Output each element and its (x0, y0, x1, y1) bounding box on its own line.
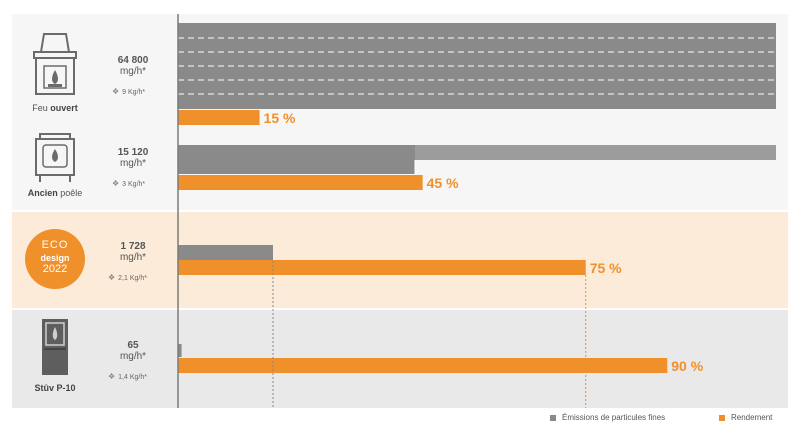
wood-log-icon: ❖ (108, 273, 116, 282)
emission-bar-1-lower (178, 160, 415, 174)
wood-consumption-ecodesign: ❖ 2,1 Kg/h* (108, 273, 147, 282)
emission-value-feu-ouvert: 64 800 (117, 55, 149, 66)
ecodesign-badge-line1: ECO (41, 239, 69, 251)
emission-unit-feu-ouvert: mg/h* (119, 66, 147, 77)
stove-label-stuv-bold: Stûv P-10 (34, 383, 76, 393)
legend-emissions: Émissions de particules fines (550, 413, 665, 422)
stuv-stove-icon (42, 319, 68, 375)
emission-bar-0 (178, 23, 776, 109)
rendement-label-2: 75 % (590, 260, 622, 276)
wood-consumption-feu-ouvert-text: 9 Kg/h* (122, 89, 146, 96)
stove-label-feu-ouvert-text: Feu (32, 103, 51, 113)
rendement-bar-3 (178, 358, 668, 373)
emission-unit-ancien-poele: mg/h* (119, 158, 147, 169)
emission-value-ancien-poele: 15 120 (117, 147, 149, 158)
old-stove-icon (35, 133, 75, 182)
ecodesign-badge-line3: 2022 (42, 263, 68, 275)
wood-consumption-feu-ouvert: ❖ 9 Kg/h* (112, 87, 145, 96)
rendement-label-3: 90 % (671, 358, 703, 374)
legend-emissions-label: Émissions de particules fines (562, 413, 666, 422)
wood-log-icon: ❖ (112, 87, 120, 96)
wood-consumption-ancien-poele: ❖ 3 Kg/h* (112, 179, 145, 188)
legend-rendement-swatch (719, 414, 725, 421)
legend-rendement: Rendement (719, 413, 772, 422)
emission-unit-stuv: mg/h* (119, 351, 147, 362)
ecodesign-badge-line2: design (40, 253, 70, 263)
legend-emissions-swatch (550, 414, 556, 421)
stove-label-feu-ouvert-bold: ouvert (50, 103, 78, 113)
rendement-bar-1 (178, 175, 423, 190)
stove-label-stuv: Stûv P-10 (12, 383, 98, 393)
legend-rendement-label: Rendement (731, 413, 773, 422)
wood-consumption-stuv-text: 1,4 Kg/h* (118, 374, 147, 381)
emission-bar-1-break-segment (415, 145, 776, 160)
wood-consumption-ancien-poele-text: 3 Kg/h* (122, 181, 146, 188)
rendement-label-1: 45 % (427, 175, 459, 191)
emission-bar-2 (178, 245, 273, 261)
emission-value-ecodesign: 1 728 (120, 241, 146, 252)
stove-label-ancien-poele: Ancien poêle (12, 188, 98, 198)
wood-consumption-ecodesign-text: 2,1 Kg/h* (118, 275, 147, 282)
emission-unit-ecodesign: mg/h* (119, 252, 147, 263)
stove-label-feu-ouvert: Feu ouvert (12, 103, 98, 113)
emission-bar-3 (178, 344, 182, 357)
rendement-label-0: 15 % (264, 110, 296, 126)
stove-label-ancien-poele-bold: Ancien (27, 188, 58, 198)
rendement-bar-0 (178, 110, 260, 125)
ecodesign-badge: ECO design 2022 (25, 229, 85, 289)
stove-label-ancien-poele-text: poêle (57, 188, 83, 198)
emission-value-stuv: 65 (127, 340, 139, 351)
wood-log-icon: ❖ (112, 179, 120, 188)
rendement-bar-2 (178, 260, 586, 275)
fireplace-icon (33, 33, 77, 95)
wood-consumption-stuv: ❖ 1,4 Kg/h* (108, 372, 147, 381)
wood-log-icon: ❖ (108, 372, 116, 381)
